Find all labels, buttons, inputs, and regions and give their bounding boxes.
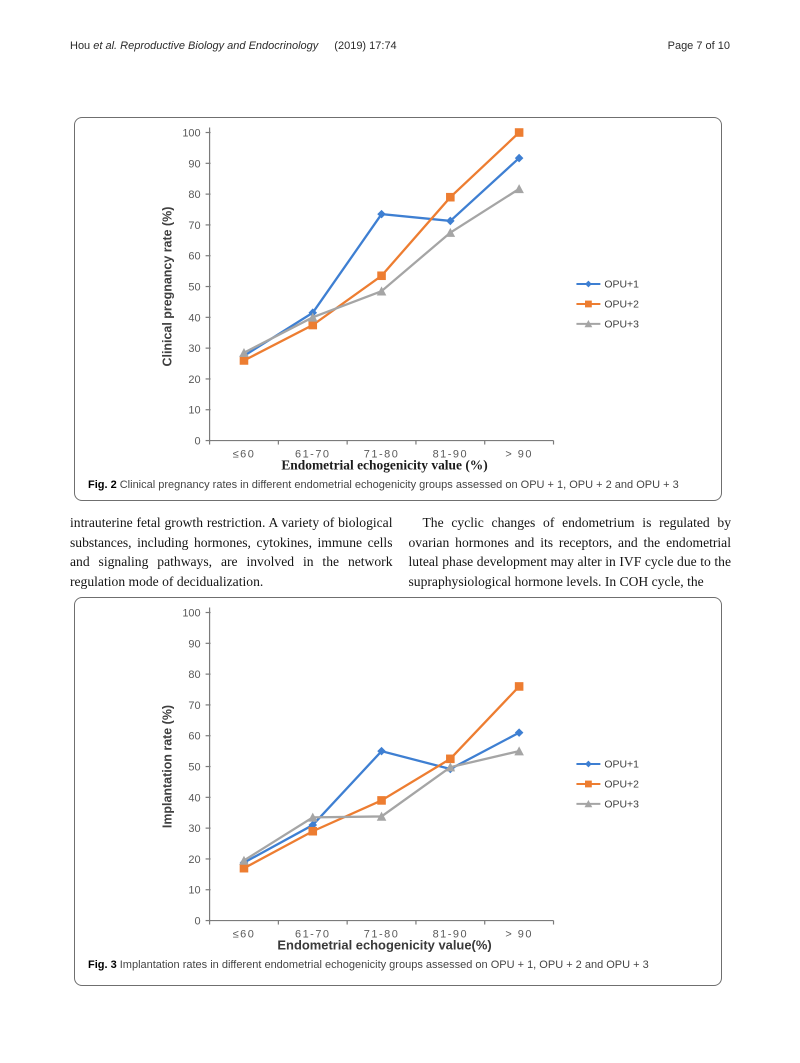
svg-text:30: 30 — [188, 343, 200, 355]
running-head-citation: Hou et al. Reproductive Biology and Endo… — [70, 40, 397, 52]
svg-text:80: 80 — [188, 669, 200, 681]
svg-text:Implantation rate (%): Implantation rate (%) — [161, 705, 175, 828]
svg-text:81-90: 81-90 — [433, 449, 469, 461]
svg-text:OPU+1: OPU+1 — [604, 280, 639, 291]
svg-text:≤60: ≤60 — [233, 449, 256, 461]
body-paragraph-right: The cyclic changes of endometrium is reg… — [408, 515, 732, 589]
svg-text:OPU+2: OPU+2 — [604, 779, 639, 790]
svg-text:Clinical pregnancy rate (%): Clinical pregnancy rate (%) — [161, 207, 175, 367]
svg-text:60: 60 — [188, 731, 200, 743]
svg-text:81-90: 81-90 — [433, 929, 469, 941]
svg-text:61-70: 61-70 — [295, 449, 331, 461]
fig3-line-chart: 0 10 20 30 40 50 60 70 80 90 100 ≤60 61-70 71-80 81-90… — [161, 607, 639, 952]
svg-text:OPU+3: OPU+3 — [604, 799, 639, 810]
svg-text:Endometrial echogenicity valu: Endometrial echogenicity value (%) — [281, 457, 487, 472]
figure-3-caption: Fig. 3 Implantation rates in different en… — [75, 958, 721, 972]
citation-journal: Reproductive Biology and Endocrinology — [120, 40, 319, 52]
svg-text:Endometrial echogenicity value: Endometrial echogenicity value(%) — [277, 937, 491, 952]
fig2-line-chart: 0 10 20 30 40 50 60 70 80 90 100 ≤60 61-70 71-80 81-90… — [161, 127, 639, 472]
svg-text:20: 20 — [188, 374, 200, 386]
svg-text:0: 0 — [195, 436, 201, 448]
svg-text:80: 80 — [188, 189, 200, 201]
svg-text:60: 60 — [188, 251, 200, 263]
svg-text:100: 100 — [182, 607, 200, 619]
svg-text:20: 20 — [188, 854, 200, 866]
body-paragraph-left: intrauterine fetal growth restriction. A… — [70, 515, 393, 589]
svg-text:40: 40 — [188, 792, 200, 804]
figure-2-panel: 0 10 20 30 40 50 60 70 80 90 100 ≤60 61-70 71-80 81-90… — [74, 117, 722, 501]
svg-text:OPU+2: OPU+2 — [604, 299, 639, 310]
svg-text:50: 50 — [188, 282, 200, 294]
citation-etal: et al. — [93, 40, 118, 52]
svg-text:40: 40 — [188, 312, 200, 324]
svg-text:> 90: > 90 — [505, 929, 533, 941]
svg-text:50: 50 — [188, 762, 200, 774]
figure-2-caption-text: Clinical pregnancy rates in different en… — [119, 479, 679, 491]
svg-text:≤60: ≤60 — [233, 929, 256, 941]
page-header: Hou et al. Reproductive Biology and Endo… — [70, 40, 730, 52]
body-column-right: The cyclic changes of endometrium is reg… — [409, 513, 732, 591]
svg-text:61-70: 61-70 — [295, 929, 331, 941]
svg-text:10: 10 — [188, 405, 200, 417]
svg-text:OPU+1: OPU+1 — [604, 760, 639, 771]
figure-2-caption: Fig. 2 Clinical pregnancy rates in differ… — [75, 478, 721, 492]
svg-text:> 90: > 90 — [505, 449, 533, 461]
citation-author: Hou — [70, 40, 91, 52]
svg-text:70: 70 — [188, 220, 200, 232]
body-column-left: intrauterine fetal growth restriction. A… — [70, 513, 393, 591]
svg-text:71-80: 71-80 — [364, 449, 400, 461]
svg-text:100: 100 — [182, 127, 200, 139]
svg-text:90: 90 — [188, 638, 200, 650]
svg-text:10: 10 — [188, 885, 200, 897]
svg-text:OPU+3: OPU+3 — [604, 319, 639, 330]
svg-text:0: 0 — [195, 916, 201, 928]
figure-3-caption-text: Implantation rates in different endometr… — [119, 959, 649, 971]
figure-3-caption-label: Fig. 3 — [88, 959, 117, 971]
page-number-label: Page 7 of 10 — [667, 40, 730, 52]
svg-text:71-80: 71-80 — [364, 929, 400, 941]
svg-text:70: 70 — [188, 700, 200, 712]
figure-3-panel: 0 10 20 30 40 50 60 70 80 90 100 ≤60 61-70 71-80 81-90… — [74, 597, 722, 986]
svg-text:30: 30 — [188, 823, 200, 835]
svg-text:90: 90 — [188, 158, 200, 170]
citation-issue: (2019) 17:74 — [334, 40, 397, 52]
body-text-columns: intrauterine fetal growth restriction. A… — [70, 513, 731, 591]
figure-2-caption-label: Fig. 2 — [88, 479, 117, 491]
